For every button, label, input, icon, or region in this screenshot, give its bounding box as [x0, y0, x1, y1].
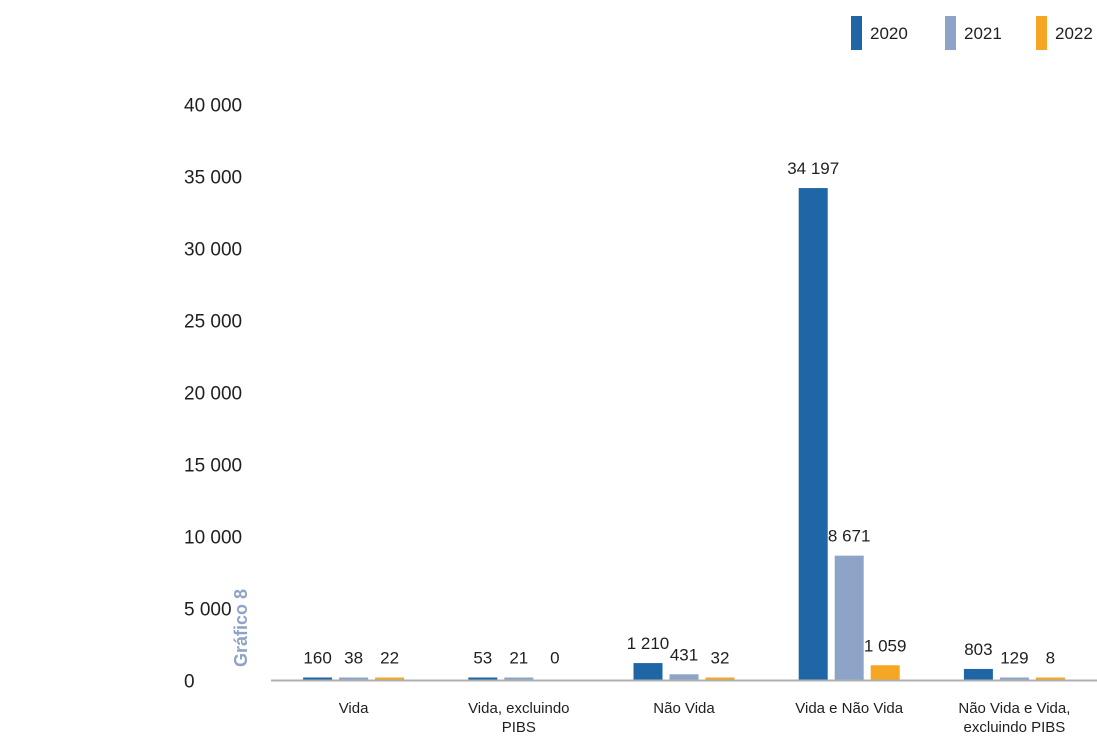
- y-tick-label: 35 000: [184, 168, 242, 189]
- bar: [339, 677, 369, 681]
- data-label: 803: [964, 640, 992, 659]
- legend-label: 2021: [964, 24, 1002, 43]
- y-tick-label: 10 000: [184, 528, 242, 549]
- data-label: 160: [303, 649, 331, 668]
- data-label: 1 059: [864, 636, 907, 655]
- legend-label: 2022: [1055, 24, 1093, 43]
- data-label: 0: [550, 649, 559, 668]
- bar: [1035, 677, 1065, 681]
- legend-swatch: [1036, 16, 1047, 50]
- y-tick-label: 40 000: [184, 96, 242, 117]
- y-tick-label: 15 000: [184, 456, 242, 477]
- x-tick-label: Vida: [339, 700, 369, 717]
- bar: [303, 677, 333, 681]
- bar: [669, 674, 699, 681]
- y-tick-label: 20 000: [184, 384, 242, 405]
- bar: [963, 668, 993, 681]
- data-label: 34 197: [787, 159, 839, 178]
- bars: [303, 188, 1065, 681]
- data-label: 32: [711, 649, 730, 668]
- y-tick-label: 25 000: [184, 312, 242, 333]
- data-label: 53: [473, 649, 492, 668]
- data-label: 21: [509, 649, 528, 668]
- data-label: 129: [1000, 649, 1028, 668]
- legend-label: 2020: [870, 24, 908, 43]
- x-tick-label: Não Vida: [653, 700, 715, 717]
- legend-swatch: [945, 16, 956, 50]
- legend: 2020 2021 2022: [851, 16, 1093, 50]
- bar: [504, 677, 534, 681]
- data-label: 8: [1046, 649, 1055, 668]
- data-label: 1 210: [627, 634, 670, 653]
- bar: [468, 677, 498, 681]
- x-tick-label: excluindo PIBS: [964, 719, 1066, 736]
- bar: [999, 677, 1029, 681]
- data-label: 22: [380, 649, 399, 668]
- bar: [705, 677, 735, 681]
- y-tick-label: 5 000: [184, 600, 232, 621]
- y-tick-label: 0: [184, 672, 195, 693]
- legend-swatch: [851, 16, 862, 50]
- side-label: Gráfico 8: [231, 589, 251, 667]
- bar: [633, 663, 663, 681]
- data-label: 431: [670, 645, 698, 664]
- data-label: 38: [344, 649, 363, 668]
- bar: [375, 677, 405, 681]
- bar: [798, 188, 828, 681]
- x-tick-label: Vida, excluindo: [468, 700, 569, 717]
- bar: [834, 555, 864, 681]
- bar: [870, 665, 900, 681]
- x-axis: Vida Vida, excluindo PIBS Não Vida Vida e Nã…: [271, 679, 1097, 736]
- y-tick-label: 30 000: [184, 240, 242, 261]
- x-tick-label: Vida e Não Vida: [795, 700, 904, 717]
- x-tick-label: PIBS: [502, 719, 536, 736]
- x-tick-label: Não Vida e Vida,: [958, 700, 1070, 717]
- y-axis: 0 5 000 10 000 15 000 20 000 25 000 30 000 35 0…: [184, 96, 242, 693]
- data-label: 8 671: [828, 527, 871, 546]
